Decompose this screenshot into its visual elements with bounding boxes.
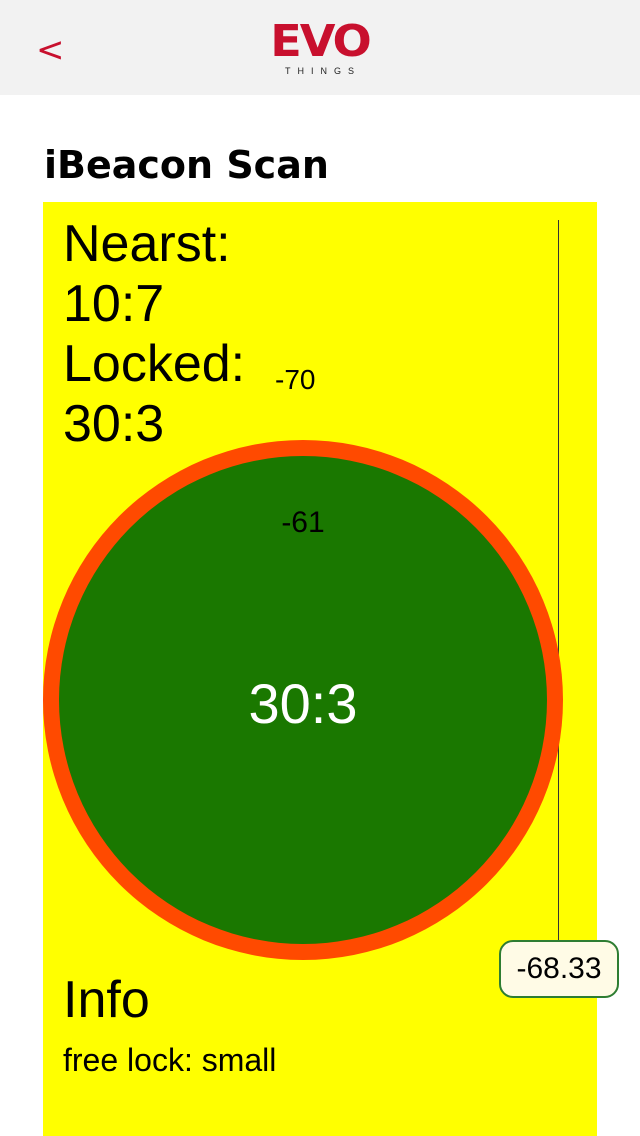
locked-label: Locked: — [63, 335, 246, 393]
beacon-scan-panel: Nearst: 10:7 Locked: -70 30:3 -61 30:3 -… — [43, 202, 619, 1136]
info-title: Info — [63, 971, 150, 1029]
top-navigation-bar: < EVO THINGS — [0, 0, 640, 95]
locked-rssi: -70 — [275, 364, 316, 395]
logo-sub-text: THINGS — [284, 66, 361, 76]
info-free-lock: free lock: small — [63, 1042, 277, 1078]
beacon-circle-inner: -61 30:3 — [59, 456, 547, 944]
page-title: iBeacon Scan — [44, 143, 329, 187]
circle-rssi: -61 — [281, 506, 325, 539]
locked-value: 30:3 — [63, 395, 165, 453]
average-rssi-badge: -68.33 — [499, 940, 619, 998]
logo-main-text: EVO — [270, 16, 372, 67]
back-button[interactable]: < — [36, 30, 65, 70]
rssi-scale-line — [558, 220, 559, 942]
nearest-value: 10:7 — [63, 275, 165, 333]
nearest-label: Nearst: — [63, 215, 231, 273]
circle-beacon-label: 30:3 — [248, 672, 358, 735]
evothings-logo: EVO THINGS — [268, 20, 372, 80]
beacon-circle[interactable]: -61 30:3 — [43, 440, 563, 960]
